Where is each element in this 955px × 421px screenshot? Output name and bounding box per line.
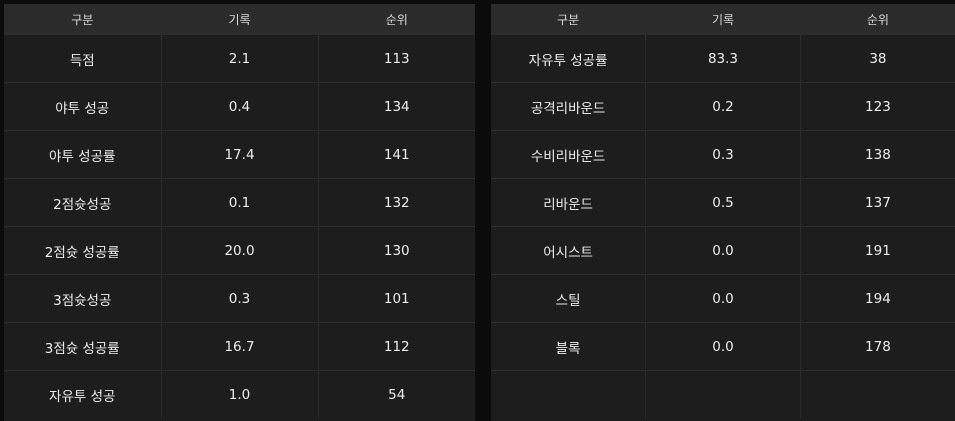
header-category: 구분 [491, 4, 646, 35]
table-row: 자유투 성공률 83.3 38 [491, 35, 955, 83]
table-row: 야투 성공 0.4 134 [4, 82, 475, 131]
cell-rank: 112 [317, 322, 475, 371]
cell-record [645, 370, 801, 418]
table-row: 공격리바운드 0.2 123 [491, 82, 955, 131]
cell-rank: 113 [317, 35, 475, 83]
table-header-row: 구분 기록 순위 [491, 4, 955, 35]
stats-table-right: 구분 기록 순위 자유투 성공률 83.3 38 공격리바운드 0.2 123 … [491, 4, 955, 418]
cell-record: 20.0 [160, 226, 318, 275]
cell-category: 3점슛 성공률 [4, 322, 161, 371]
cell-record: 0.1 [160, 178, 318, 227]
table-row: 2점슛 성공률 20.0 130 [4, 226, 475, 275]
table-row: 블록 0.0 178 [491, 322, 955, 371]
header-rank: 순위 [317, 4, 475, 35]
cell-category [491, 371, 646, 419]
table-row: 어시스트 0.0 191 [491, 226, 955, 275]
stats-table-left: 구분 기록 순위 득점 2.1 113 야투 성공 0.4 134 야투 성공률 [4, 4, 475, 418]
cell-category: 3점슛성공 [4, 274, 161, 323]
cell-category: 득점 [4, 35, 161, 83]
table-row-empty [491, 370, 955, 419]
cell-category: 2점슛성공 [4, 178, 161, 227]
table-row: 스틸 0.0 194 [491, 274, 955, 323]
cell-category: 리바운드 [491, 178, 646, 227]
header-rank: 순위 [799, 4, 955, 35]
header-category: 구분 [4, 4, 161, 35]
cell-rank: 54 [317, 370, 475, 418]
table-header-row: 구분 기록 순위 [4, 4, 475, 35]
cell-rank: 178 [799, 322, 955, 371]
cell-category: 수비리바운드 [491, 130, 646, 179]
cell-record: 0.3 [645, 130, 801, 179]
cell-category: 스틸 [491, 274, 646, 323]
cell-record: 0.4 [160, 82, 318, 131]
header-record: 기록 [160, 4, 318, 35]
cell-rank: 101 [317, 274, 475, 323]
cell-rank: 138 [799, 130, 955, 179]
cell-rank: 191 [799, 226, 955, 275]
cell-category: 자유투 성공 [49, 388, 116, 405]
table-row: 야투 성공률 17.4 141 [4, 130, 475, 179]
table-row: 2점슛성공 0.1 132 [4, 178, 475, 227]
cell-category: 어시스트 [491, 226, 646, 275]
cell-record: 17.4 [160, 130, 318, 179]
cell-record: 0.3 [160, 274, 318, 323]
table-row: 리바운드 0.5 137 [491, 178, 955, 227]
cell-rank: 137 [799, 178, 955, 227]
table-row: 자유투 성공 1.0 54 [4, 370, 475, 418]
cell-record: 83.3 [645, 35, 801, 83]
cell-rank: 130 [317, 226, 475, 275]
cell-category: 자유투 성공률 [491, 35, 646, 83]
cell-record: 2.1 [160, 35, 318, 83]
cell-category: 공격리바운드 [491, 82, 646, 131]
cell-record: 0.2 [645, 82, 801, 131]
cell-record: 0.0 [645, 274, 801, 323]
table-row: 수비리바운드 0.3 138 [491, 130, 955, 179]
cell-record: 0.0 [645, 322, 801, 371]
cell-category: 야투 성공률 [4, 130, 161, 179]
cell-category: 2점슛 성공률 [4, 226, 161, 275]
header-record: 기록 [645, 4, 801, 35]
cell-category: 블록 [491, 322, 646, 371]
cell-rank: 132 [317, 178, 475, 227]
stats-table-right-panel: 구분 기록 순위 자유투 성공률 83.3 38 공격리바운드 0.2 123 … [491, 4, 955, 421]
cell-rank: 194 [799, 274, 955, 323]
cell-rank: 38 [799, 35, 955, 83]
table-row: 득점 2.1 113 [4, 35, 475, 83]
cell-record: 16.7 [160, 322, 318, 371]
table-row: 3점슛 성공률 16.7 112 [4, 322, 475, 371]
cell-rank: 123 [799, 82, 955, 131]
cell-category: 야투 성공 [4, 82, 161, 131]
cell-rank [799, 370, 955, 418]
cell-record: 1.0 [160, 370, 318, 418]
cell-record: 0.5 [645, 178, 801, 227]
cell-record: 0.0 [645, 226, 801, 275]
stats-table-left-panel: 구분 기록 순위 득점 2.1 113 야투 성공 0.4 134 야투 성공률 [4, 4, 475, 421]
cell-rank: 134 [317, 82, 475, 131]
cell-rank: 141 [317, 130, 475, 179]
table-row: 3점슛성공 0.3 101 [4, 274, 475, 323]
